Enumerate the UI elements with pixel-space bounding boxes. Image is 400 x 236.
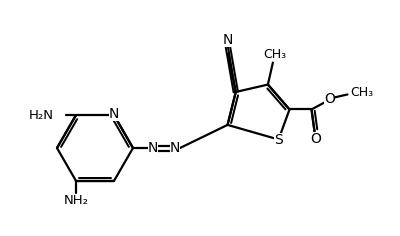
Text: NH₂: NH₂ <box>64 194 88 207</box>
Text: N: N <box>222 33 233 47</box>
Text: O: O <box>324 93 335 106</box>
Text: S: S <box>274 132 283 147</box>
Text: CH₃: CH₃ <box>350 86 373 99</box>
Text: CH₃: CH₃ <box>263 48 286 61</box>
Text: O: O <box>310 132 321 147</box>
Text: N: N <box>148 141 158 155</box>
Text: N: N <box>170 141 180 155</box>
Text: H₂N: H₂N <box>29 109 54 122</box>
Text: N: N <box>109 107 119 121</box>
